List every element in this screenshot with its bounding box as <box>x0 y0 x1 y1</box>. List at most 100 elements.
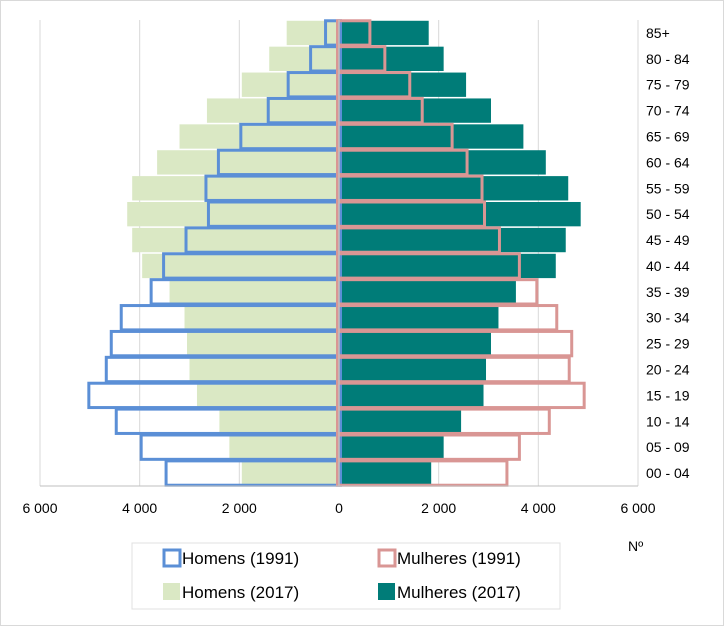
x-tick-label: 4 000 <box>521 500 556 516</box>
bar-mulheres-2017-15-19 <box>339 383 484 408</box>
bar-homens-2017-55-59 <box>132 176 339 201</box>
bar-mulheres-1991-75-79 <box>336 71 412 99</box>
bar-mulheres-1991-65-69 <box>336 122 454 151</box>
bar-homens-2017-50-54 <box>127 201 339 227</box>
bar-homens-1991-40-44 <box>162 252 342 280</box>
bars-1991 <box>87 19 586 487</box>
bar-homens-1991-45-49 <box>184 226 342 254</box>
age-label-00-04: 00 - 04 <box>646 465 690 481</box>
x-tick-label: 2 000 <box>421 500 456 516</box>
x-tick-label: 0 <box>335 500 343 516</box>
bar-homens-2017-65-69 <box>179 124 339 149</box>
legend-swatch-homens-2017 <box>163 583 180 600</box>
bar-mulheres-2017-25-29 <box>339 331 491 356</box>
bar-mulheres-2017-50-54 <box>339 201 581 227</box>
age-label-30-34: 30 - 34 <box>646 310 690 326</box>
bar-mulheres-2017-10-14 <box>339 409 462 434</box>
bar-mulheres-1991-25-29 <box>336 329 574 358</box>
bar-homens-2017-00-04 <box>241 460 339 486</box>
x-tick-labels: 6 000 4 000 2 000 0 2 000 4 000 6 000 <box>22 500 655 516</box>
bar-homens-1991-15-19 <box>87 381 343 410</box>
bar-homens-2017-85 <box>286 20 339 46</box>
bar-homens-2017-70-74 <box>206 98 339 123</box>
x-tick-label: 6 000 <box>620 500 655 516</box>
bar-homens-2017-35-39 <box>169 279 339 305</box>
bar-homens-2017-15-19 <box>196 383 339 408</box>
legend-swatch-mulheres-2017 <box>378 583 395 600</box>
bar-homens-1991-00-04 <box>164 459 342 487</box>
legend-label-homens-2017: Homens (2017) <box>182 583 299 602</box>
bar-homens-1991-60-64 <box>216 148 343 177</box>
bar-mulheres-1991-60-64 <box>336 148 469 177</box>
bar-homens-2017-30-34 <box>184 305 339 330</box>
legend-swatch-mulheres-1991 <box>377 548 397 568</box>
bar-mulheres-1991-00-04 <box>336 459 509 487</box>
legend-label-mulheres-2017: Mulheres (2017) <box>397 583 521 602</box>
bar-mulheres-1991-45-49 <box>336 226 501 254</box>
age-label-60-64: 60 - 64 <box>646 154 690 170</box>
age-label-85: 85+ <box>646 25 670 41</box>
age-label-70-74: 70 - 74 <box>646 103 690 119</box>
bar-mulheres-1991-10-14 <box>336 407 551 435</box>
bar-mulheres-2017-70-74 <box>339 98 491 123</box>
age-label-40-44: 40 - 44 <box>646 258 690 274</box>
bar-homens-1991-05-09 <box>139 433 342 461</box>
age-label-75-79: 75 - 79 <box>646 77 690 93</box>
bar-mulheres-1991-55-59 <box>336 174 484 202</box>
bar-homens-1991-55-59 <box>204 174 342 202</box>
bar-mulheres-2017-65-69 <box>339 124 524 149</box>
bar-mulheres-2017-85 <box>339 20 429 46</box>
bar-homens-2017-25-29 <box>187 331 339 356</box>
bar-mulheres-1991-40-44 <box>336 252 521 280</box>
bar-homens-2017-45-49 <box>132 227 339 253</box>
bar-homens-2017-60-64 <box>157 150 339 175</box>
bar-mulheres-2017-40-44 <box>339 253 556 279</box>
x-tick-label: 6 000 <box>22 500 57 516</box>
bar-homens-1991-65-69 <box>239 122 342 151</box>
bar-mulheres-2017-55-59 <box>339 176 569 201</box>
bar-homens-2017-75-79 <box>241 72 339 97</box>
age-label-05-09: 05 - 09 <box>646 439 690 455</box>
age-label-25-29: 25 - 29 <box>646 336 690 352</box>
legend-swatch-homens-1991 <box>162 548 182 568</box>
bar-mulheres-2017-75-79 <box>339 72 467 97</box>
bar-mulheres-1991-30-34 <box>336 304 559 332</box>
bar-mulheres-1991-70-74 <box>336 96 424 125</box>
age-label-15-19: 15 - 19 <box>646 387 690 403</box>
axes <box>40 20 638 487</box>
x-axis-label: Nº <box>628 538 643 554</box>
bar-homens-1991-80-84 <box>309 45 343 73</box>
bar-mulheres-2017-45-49 <box>339 227 566 253</box>
age-label-35-39: 35 - 39 <box>646 284 690 300</box>
bar-mulheres-1991-50-54 <box>336 200 487 228</box>
bar-homens-1991-70-74 <box>266 96 342 125</box>
bar-homens-2017-05-09 <box>229 434 339 460</box>
legend-box <box>131 542 561 610</box>
bar-mulheres-2017-60-64 <box>339 150 546 175</box>
bar-homens-2017-40-44 <box>142 253 339 279</box>
bar-mulheres-2017-20-24 <box>339 357 487 382</box>
bar-mulheres-1991-85 <box>336 19 372 47</box>
bar-mulheres-1991-20-24 <box>336 355 571 384</box>
legend-label-homens-1991: Homens (1991) <box>182 549 299 568</box>
bar-homens-1991-10-14 <box>114 407 342 435</box>
age-label-10-14: 10 - 14 <box>646 413 690 429</box>
age-label-50-54: 50 - 54 <box>646 206 690 222</box>
age-label-80-84: 80 - 84 <box>646 51 690 67</box>
bar-mulheres-1991-80-84 <box>336 45 387 73</box>
bar-mulheres-1991-35-39 <box>336 278 539 306</box>
bar-mulheres-1991-15-19 <box>336 381 586 410</box>
legend-label-mulheres-1991: Mulheres (1991) <box>397 549 521 568</box>
bar-homens-1991-25-29 <box>109 329 343 358</box>
bar-homens-1991-20-24 <box>104 355 342 384</box>
legend: Homens (1991) Mulheres (1991) Homens (20… <box>131 542 561 610</box>
bar-mulheres-2017-05-09 <box>339 434 444 460</box>
x-tick-label: 2 000 <box>222 500 257 516</box>
bar-homens-1991-85 <box>324 19 342 47</box>
bar-homens-2017-20-24 <box>189 357 339 382</box>
age-label-45-49: 45 - 49 <box>646 232 690 248</box>
bar-mulheres-2017-30-34 <box>339 305 499 330</box>
bars-2017 <box>127 20 581 486</box>
bar-homens-1991-50-54 <box>206 200 342 228</box>
